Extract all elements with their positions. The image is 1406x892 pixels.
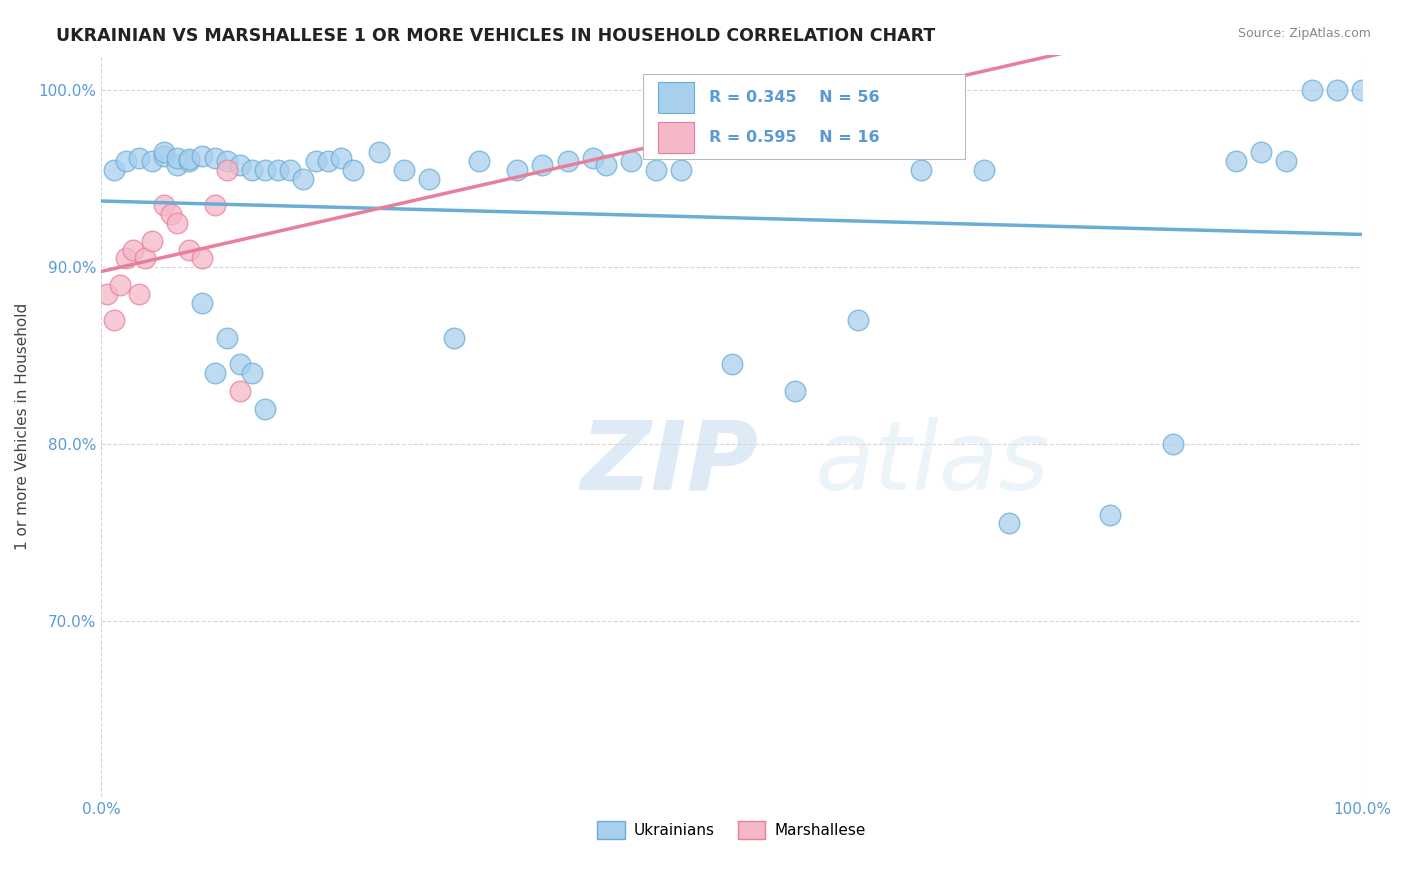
Point: [418, 172, 440, 186]
Point: [669, 163, 692, 178]
Point: [166, 216, 188, 230]
Point: [134, 252, 156, 266]
FancyBboxPatch shape: [644, 74, 965, 159]
Point: [153, 198, 176, 212]
Text: R = 0.595    N = 16: R = 0.595 N = 16: [709, 130, 880, 145]
Point: [103, 313, 125, 327]
Point: [191, 295, 214, 310]
FancyBboxPatch shape: [658, 81, 693, 112]
Point: [392, 163, 415, 178]
Point: [128, 151, 150, 165]
Point: [329, 151, 352, 165]
Point: [115, 252, 138, 266]
Point: [153, 149, 176, 163]
Point: [166, 151, 188, 165]
Point: [179, 154, 201, 169]
Point: [998, 516, 1021, 531]
Point: [620, 154, 643, 169]
Point: [367, 145, 389, 160]
Point: [204, 366, 226, 380]
Point: [204, 198, 226, 212]
Point: [191, 149, 214, 163]
Point: [1326, 83, 1348, 97]
Y-axis label: 1 or more Vehicles in Household: 1 or more Vehicles in Household: [15, 302, 30, 549]
Point: [645, 163, 668, 178]
Text: atlas: atlas: [814, 417, 1049, 510]
Point: [720, 358, 742, 372]
Point: [229, 158, 252, 172]
Point: [115, 154, 138, 169]
Point: [506, 163, 529, 178]
Point: [96, 286, 118, 301]
Point: [141, 234, 163, 248]
Point: [217, 154, 239, 169]
Point: [103, 163, 125, 178]
Point: [141, 154, 163, 169]
Point: [254, 163, 277, 178]
Point: [204, 151, 226, 165]
Point: [595, 158, 617, 172]
Point: [557, 154, 579, 169]
Point: [846, 313, 869, 327]
Point: [1301, 83, 1323, 97]
Point: [1225, 154, 1247, 169]
Point: [910, 163, 932, 178]
Point: [278, 163, 301, 178]
Point: [159, 207, 181, 221]
Point: [468, 154, 491, 169]
Point: [1098, 508, 1121, 522]
Point: [267, 163, 290, 178]
Point: [783, 384, 806, 398]
Point: [242, 163, 264, 178]
Point: [217, 331, 239, 345]
Point: [582, 151, 605, 165]
Point: [1161, 437, 1184, 451]
Point: [179, 153, 201, 167]
Point: [342, 163, 364, 178]
Point: [229, 384, 252, 398]
Point: [304, 154, 326, 169]
Point: [217, 163, 239, 178]
FancyBboxPatch shape: [658, 122, 693, 153]
Point: [254, 401, 277, 416]
Text: R = 0.345    N = 56: R = 0.345 N = 56: [709, 90, 880, 104]
Point: [1250, 145, 1272, 160]
Point: [242, 366, 264, 380]
Point: [291, 172, 314, 186]
Text: ZIP: ZIP: [581, 417, 758, 510]
Point: [1351, 83, 1374, 97]
Point: [128, 286, 150, 301]
Legend: Ukrainians, Marshallese: Ukrainians, Marshallese: [591, 814, 872, 846]
Point: [108, 277, 131, 292]
Point: [531, 158, 554, 172]
Point: [121, 243, 143, 257]
Point: [316, 154, 339, 169]
Point: [191, 252, 214, 266]
Point: [229, 358, 252, 372]
Point: [179, 243, 201, 257]
Point: [166, 158, 188, 172]
Point: [1275, 154, 1298, 169]
Point: [973, 163, 995, 178]
Text: Source: ZipAtlas.com: Source: ZipAtlas.com: [1237, 27, 1371, 40]
Text: UKRAINIAN VS MARSHALLESE 1 OR MORE VEHICLES IN HOUSEHOLD CORRELATION CHART: UKRAINIAN VS MARSHALLESE 1 OR MORE VEHIC…: [56, 27, 935, 45]
Point: [443, 331, 465, 345]
Point: [153, 145, 176, 160]
